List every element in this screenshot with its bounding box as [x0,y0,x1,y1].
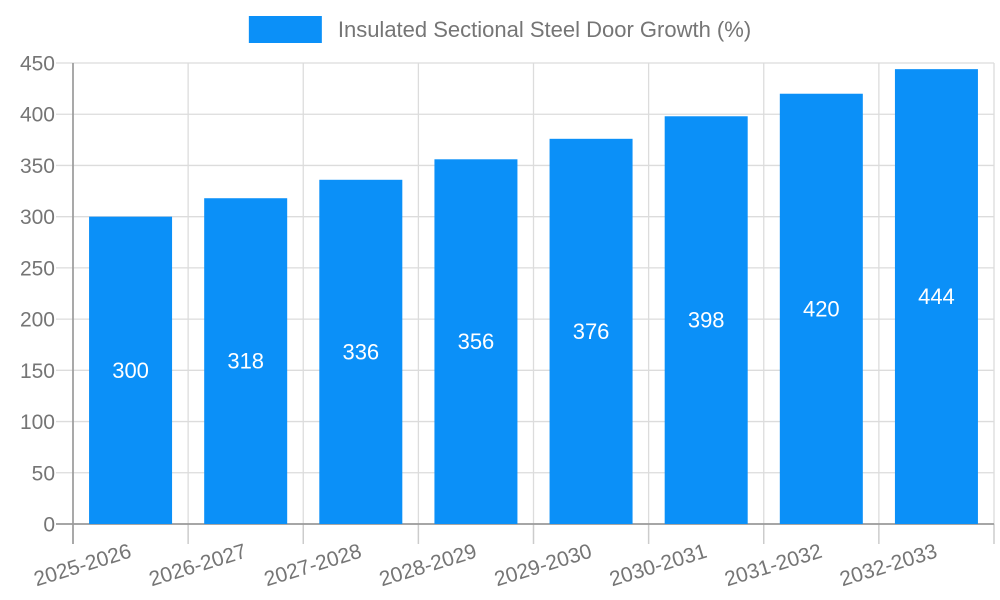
bar-2032-2033[interactable] [894,69,978,524]
x-tick-label-2026-2027: 2026-2027 [146,540,249,591]
bar-value-label: 356 [458,329,495,354]
bar-value-label: 318 [227,349,264,374]
x-tick-label-2029-2030: 2029-2030 [492,540,595,591]
y-tick-label: 400 [20,104,55,127]
x-tick-label-2028-2029: 2028-2029 [377,540,480,591]
bar-value-label: 336 [342,339,379,364]
y-tick-label: 350 [20,155,55,178]
y-tick-label: 300 [20,206,55,229]
bar-2025-2026[interactable] [89,216,173,524]
y-tick-label: 150 [20,360,55,383]
bar-value-label: 398 [688,308,725,333]
bar-value-label: 420 [803,296,840,321]
bar-2029-2030[interactable] [549,138,633,524]
legend-label: Insulated Sectional Steel Door Growth (%… [337,17,752,42]
x-tick-label-2027-2028: 2027-2028 [262,540,365,591]
bar-2026-2027[interactable] [204,198,288,524]
bar-2027-2028[interactable] [319,179,403,524]
y-tick-label: 250 [20,257,55,280]
legend-swatch-icon [248,16,322,43]
y-tick-label: 0 [43,514,55,537]
x-tick-label-2032-2033: 2032-2033 [837,540,940,591]
bar-value-label: 300 [112,358,149,383]
y-tick-label: 100 [20,411,55,434]
x-tick-label-2025-2026: 2025-2026 [31,540,134,591]
bar-2031-2032[interactable] [779,93,863,524]
bar-value-label: 376 [573,319,610,344]
x-tick-label-2031-2032: 2031-2032 [722,540,825,591]
x-tick-label-2030-2031: 2030-2031 [607,540,710,591]
bar-2030-2031[interactable] [664,116,748,524]
y-tick-label: 450 [20,53,55,76]
y-tick-label: 50 [32,462,55,485]
bar-value-label: 444 [918,284,955,309]
y-tick-label: 200 [20,309,55,332]
legend[interactable]: Insulated Sectional Steel Door Growth (%… [248,16,752,43]
bar-2028-2029[interactable] [434,159,518,524]
